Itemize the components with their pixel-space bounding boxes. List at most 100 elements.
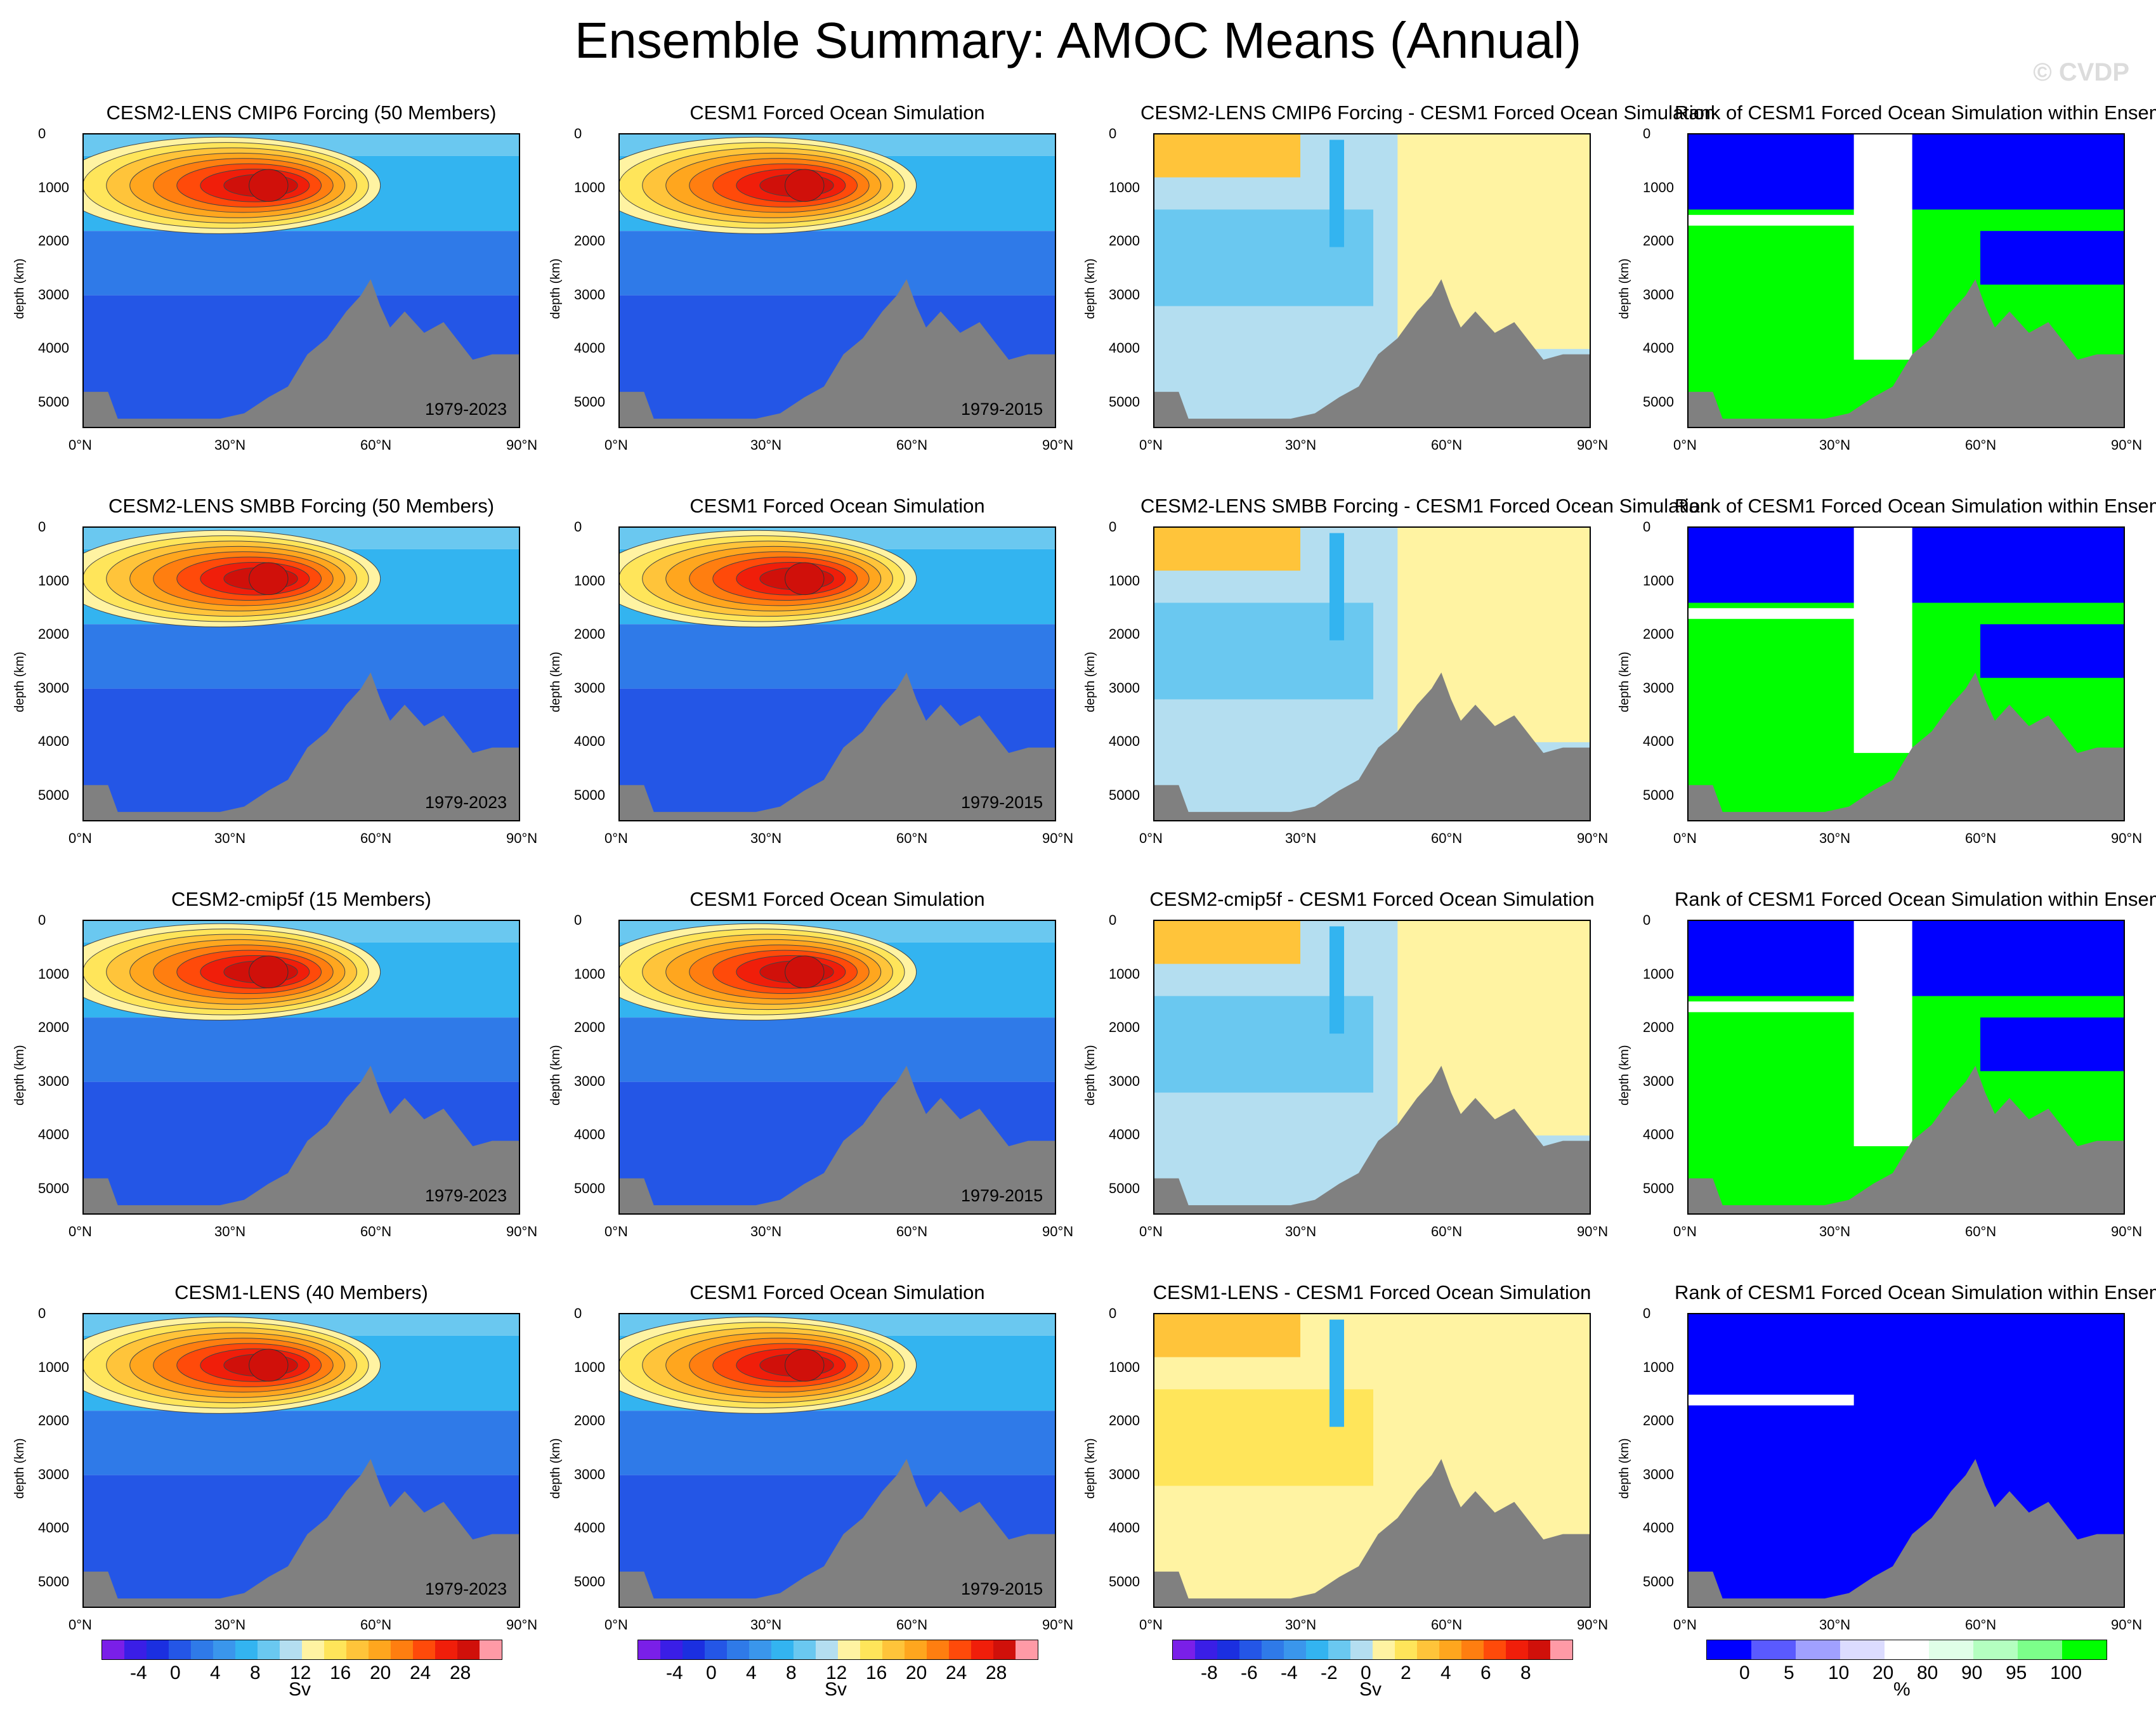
diff-upper-region bbox=[1154, 1314, 1300, 1357]
bathymetry bbox=[1689, 1066, 2124, 1213]
mean-core bbox=[785, 562, 825, 596]
colorbar-swatch bbox=[1506, 1640, 1528, 1659]
colorbar-swatch bbox=[949, 1640, 971, 1659]
panel-title-rank: Rank of CESM1 Forced Ocean Simulation wi… bbox=[1675, 1281, 2156, 1303]
y-tick-label: 1000 bbox=[1109, 1359, 1140, 1375]
plot-canvas bbox=[84, 1314, 519, 1607]
x-tick-label: 90°N bbox=[1577, 437, 1609, 453]
colorbar-label: -2 bbox=[1321, 1662, 1338, 1683]
y-tick-label: 3000 bbox=[38, 286, 69, 303]
panel-title-mean: CESM2-LENS SMBB Forcing (50 Members) bbox=[108, 495, 495, 517]
y-tick-label: 4000 bbox=[574, 340, 605, 356]
x-tick-label: 60°N bbox=[896, 1224, 928, 1239]
colorbar-swatch bbox=[794, 1640, 816, 1659]
colorbar-swatch bbox=[971, 1640, 993, 1659]
plot-canvas bbox=[1154, 921, 1590, 1213]
y-tick-label: 1000 bbox=[1109, 572, 1140, 589]
mean-band bbox=[620, 1017, 1055, 1082]
bathymetry bbox=[620, 279, 1055, 427]
x-tick-label: 90°N bbox=[2111, 1617, 2143, 1633]
mean-core bbox=[249, 955, 289, 989]
y-tick-label: 2000 bbox=[1643, 626, 1674, 643]
rank-north-region bbox=[1980, 231, 2124, 285]
plot-rank bbox=[1687, 920, 2125, 1215]
bathymetry bbox=[1154, 1066, 1590, 1213]
period-label: 1979-2015 bbox=[961, 400, 1043, 419]
colorbar-unit: Sv bbox=[289, 1679, 311, 1700]
x-tick-label: 90°N bbox=[2111, 1224, 2143, 1239]
x-tick-label: 30°N bbox=[214, 437, 246, 453]
diff-narrow-band bbox=[1330, 1319, 1344, 1427]
bathymetry bbox=[620, 672, 1055, 820]
y-tick-label: 4000 bbox=[38, 340, 69, 356]
y-tick-label: 2000 bbox=[574, 233, 605, 249]
colorbar-swatch bbox=[191, 1640, 213, 1659]
y-axis-label: depth (km) bbox=[1083, 1437, 1097, 1499]
mean-band bbox=[84, 1017, 519, 1082]
y-tick-label: 0 bbox=[1643, 1305, 1651, 1321]
y-tick-label: 1000 bbox=[1109, 179, 1140, 195]
y-tick-label: 4000 bbox=[1643, 733, 1674, 750]
plot-mean bbox=[82, 1313, 520, 1608]
mean-band bbox=[84, 1411, 519, 1475]
y-tick-label: 4000 bbox=[1109, 340, 1140, 356]
y-tick-label: 1000 bbox=[574, 179, 605, 195]
colorbar-label: -4 bbox=[666, 1662, 683, 1683]
y-tick-label: 0 bbox=[574, 1305, 582, 1321]
y-tick-label: 3000 bbox=[1109, 1073, 1140, 1089]
x-tick-label: 30°N bbox=[214, 830, 246, 846]
plot-canvas bbox=[1154, 528, 1590, 820]
period-label: 1979-2023 bbox=[425, 400, 507, 419]
colorbar-swatch bbox=[280, 1640, 302, 1659]
plot-diff bbox=[1153, 526, 1591, 821]
y-tick-label: 0 bbox=[38, 1305, 46, 1321]
plot-mean bbox=[82, 133, 520, 428]
colorbar-swatch bbox=[2062, 1640, 2107, 1659]
colorbar-swatch bbox=[705, 1640, 727, 1659]
y-tick-label: 3000 bbox=[38, 1466, 69, 1482]
colorbar-label: 20 bbox=[1872, 1662, 1894, 1683]
y-tick-label: 3000 bbox=[1643, 1073, 1674, 1089]
y-tick-label: 3000 bbox=[1109, 286, 1140, 303]
colorbar-label: 0 bbox=[170, 1662, 181, 1683]
y-axis-label: depth (km) bbox=[1083, 258, 1097, 319]
plot-canvas bbox=[620, 134, 1055, 427]
y-tick-label: 1000 bbox=[38, 965, 69, 982]
x-tick-label: 60°N bbox=[360, 830, 392, 846]
colorbar bbox=[1706, 1640, 2107, 1660]
colorbar-label: 2 bbox=[1401, 1662, 1411, 1683]
colorbar-unit: % bbox=[1893, 1679, 1911, 1700]
x-tick-label: 0°N bbox=[1673, 830, 1697, 846]
rank-north-region bbox=[1980, 624, 2124, 678]
x-tick-label: 0°N bbox=[1139, 1617, 1163, 1633]
bathymetry bbox=[1689, 1459, 2124, 1607]
y-tick-label: 5000 bbox=[38, 1180, 69, 1196]
x-tick-label: 30°N bbox=[1285, 1224, 1317, 1239]
x-tick-label: 60°N bbox=[1965, 1617, 1997, 1633]
panel-title-obs: CESM1 Forced Ocean Simulation bbox=[689, 1281, 985, 1303]
colorbar-swatch bbox=[1929, 1640, 1973, 1659]
colorbar-label: -6 bbox=[1241, 1662, 1258, 1683]
colorbar-label: 28 bbox=[450, 1662, 471, 1683]
y-tick-label: 1000 bbox=[38, 1359, 69, 1375]
colorbar-swatch bbox=[882, 1640, 905, 1659]
rank-white-band bbox=[1689, 214, 1864, 226]
panel-title-obs: CESM1 Forced Ocean Simulation bbox=[689, 101, 985, 124]
page-title: Ensemble Summary: AMOC Means (Annual) bbox=[574, 12, 1582, 69]
colorbar-swatch bbox=[1550, 1640, 1572, 1659]
x-tick-label: 0°N bbox=[69, 830, 92, 846]
colorbar-swatch bbox=[1328, 1640, 1350, 1659]
mean-core bbox=[249, 169, 289, 202]
y-tick-label: 2000 bbox=[574, 1413, 605, 1429]
colorbar-label: 0 bbox=[1739, 1662, 1750, 1683]
y-tick-label: 0 bbox=[574, 126, 582, 141]
rank-mid-region bbox=[1853, 528, 1912, 754]
x-tick-label: 0°N bbox=[1139, 830, 1163, 846]
plot-rank bbox=[1687, 1313, 2125, 1608]
panel-title-mean: CESM2-LENS CMIP6 Forcing (50 Members) bbox=[106, 101, 497, 124]
colorbar-swatch bbox=[1306, 1640, 1328, 1659]
x-tick-label: 0°N bbox=[1139, 1224, 1163, 1239]
y-tick-label: 5000 bbox=[574, 787, 605, 803]
plot-canvas bbox=[620, 528, 1055, 820]
y-tick-label: 1000 bbox=[1643, 1359, 1674, 1375]
